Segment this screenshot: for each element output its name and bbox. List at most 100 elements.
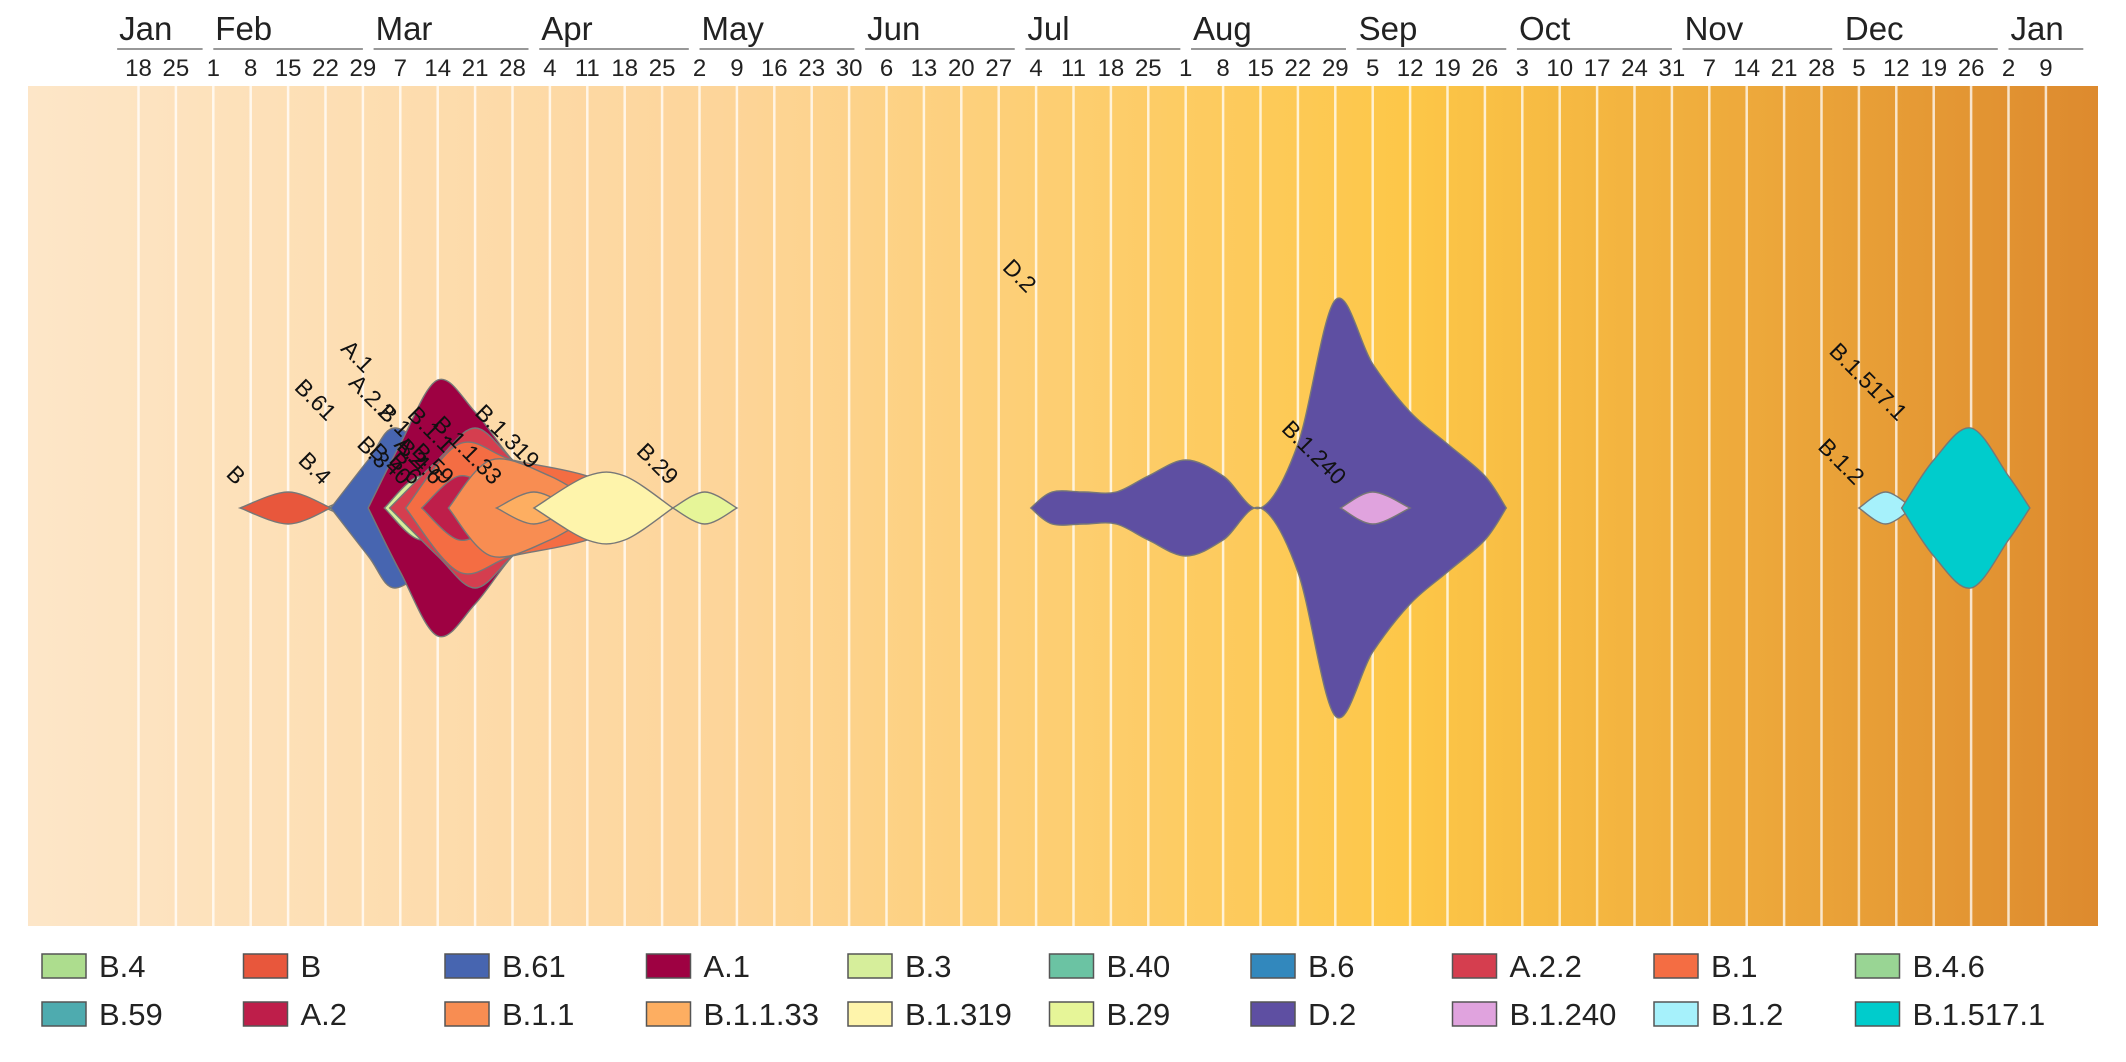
legend-item-b-1-1-33: B.1.1.33 xyxy=(645,997,819,1032)
month-label-dec: Dec xyxy=(1845,10,1904,47)
legend-swatch xyxy=(847,1001,893,1027)
month-label-jun: Jun xyxy=(867,10,920,47)
legend-item-a-1: A.1 xyxy=(645,949,751,984)
week-tick-label: 15 xyxy=(1247,55,1274,82)
legend-swatch xyxy=(1451,953,1498,979)
legend-swatch xyxy=(645,1001,692,1027)
legend-swatch xyxy=(847,953,893,979)
week-tick-label: 22 xyxy=(312,55,339,82)
legend-label: B.1.240 xyxy=(1510,997,1617,1032)
month-label-jan: Jan xyxy=(119,10,172,47)
legend-item-b-29: B.29 xyxy=(1048,997,1170,1032)
legend-item-b-4: B.4 xyxy=(41,949,146,984)
legend-label: B.1.319 xyxy=(905,997,1012,1032)
legend-item-b-4-6: B.4.6 xyxy=(1854,949,1985,984)
legend-item-a-2: A.2 xyxy=(242,997,348,1032)
week-tick-label: 1 xyxy=(1179,55,1192,82)
month-label-apr: Apr xyxy=(541,10,592,47)
week-tick-label: 15 xyxy=(275,55,302,82)
week-tick-label: 18 xyxy=(1098,55,1125,82)
legend-swatch xyxy=(1048,953,1095,979)
legend-label: B xyxy=(301,949,322,984)
legend-label: B.1 xyxy=(1711,949,1758,984)
week-tick-label: 17 xyxy=(1584,55,1611,82)
legend-label: A.2 xyxy=(301,997,348,1032)
legend-item-b-6: B.6 xyxy=(1250,949,1355,984)
week-tick-label: 19 xyxy=(1434,55,1461,82)
week-tick-label: 28 xyxy=(1808,55,1835,82)
week-tick-label: 31 xyxy=(1659,55,1686,82)
week-tick-label: 10 xyxy=(1546,55,1573,82)
week-tick-label: 25 xyxy=(1135,55,1162,82)
lineage-streams xyxy=(237,297,2031,719)
week-tick-label: 11 xyxy=(1061,55,1086,82)
stream-d-2 xyxy=(1029,297,1508,719)
week-tick-label: 4 xyxy=(543,55,556,82)
week-tick-label: 19 xyxy=(1920,55,1947,82)
legend-item-b-1-240: B.1.240 xyxy=(1451,997,1617,1032)
legend-swatch xyxy=(1250,953,1296,979)
week-tick-label: 3 xyxy=(1516,55,1529,82)
week-tick-label: 12 xyxy=(1397,55,1424,82)
legend-item-b-1-319: B.1.319 xyxy=(847,997,1012,1032)
legend-swatch xyxy=(1250,1001,1296,1027)
legend-swatch xyxy=(1048,1001,1095,1027)
week-tick-label: 2 xyxy=(2002,55,2015,82)
week-tick-label: 8 xyxy=(1216,55,1229,82)
week-tick-label: 14 xyxy=(424,55,451,82)
week-tick-label: 25 xyxy=(649,55,676,82)
legend-swatch xyxy=(242,1001,289,1027)
week-tick-label: 23 xyxy=(798,55,825,82)
week-tick-label: 1 xyxy=(207,55,220,82)
legend-swatch xyxy=(645,953,692,979)
legend-label: A.1 xyxy=(704,949,751,984)
legend-label: B.61 xyxy=(502,949,566,984)
week-tick-label: 25 xyxy=(163,55,190,82)
week-tick-label: 22 xyxy=(1285,55,1312,82)
legend-item-b-61: B.61 xyxy=(444,949,566,984)
week-tick-label: 2 xyxy=(693,55,706,82)
legend-label: B.59 xyxy=(99,997,163,1032)
week-tick-label: 18 xyxy=(125,55,152,82)
legend-label: B.1.517.1 xyxy=(1913,997,2046,1032)
legend-label: D.2 xyxy=(1308,997,1356,1032)
week-tick-label: 27 xyxy=(985,55,1012,82)
legend-swatch xyxy=(444,953,490,979)
legend-label: B.4 xyxy=(99,949,146,984)
stream-b-29 xyxy=(671,491,739,525)
week-tick-label: 5 xyxy=(1366,55,1379,82)
month-label-oct: Oct xyxy=(1519,10,1570,47)
week-tick-label: 16 xyxy=(761,55,788,82)
legend-label: B.40 xyxy=(1107,949,1171,984)
week-tick-label: 11 xyxy=(575,55,600,82)
week-tick-label: 12 xyxy=(1883,55,1910,82)
legend-label: A.2.2 xyxy=(1510,949,1582,984)
month-label-nov: Nov xyxy=(1685,10,1744,47)
legend-swatch xyxy=(242,953,289,979)
week-tick-label: 30 xyxy=(836,55,863,82)
legend: B.4 B B.61 A.1 B.3 B.40 B.6 A.2.2 B.1 B.4.6 B.59 A.… xyxy=(41,949,2046,1032)
legend-label: B.6 xyxy=(1308,949,1355,984)
week-tick-label: 28 xyxy=(499,55,526,82)
week-tick-label: 26 xyxy=(1472,55,1499,82)
legend-item-b-40: B.40 xyxy=(1048,949,1171,984)
month-label-aug: Aug xyxy=(1193,10,1252,47)
month-label-jan: Jan xyxy=(2011,10,2064,47)
week-tick-label: 13 xyxy=(911,55,938,82)
week-tick-label: 7 xyxy=(394,55,407,82)
week-tick-label: 21 xyxy=(1771,55,1798,82)
legend-swatch xyxy=(1854,953,1901,979)
week-tick-label: 29 xyxy=(1322,55,1349,82)
week-tick-label: 6 xyxy=(880,55,893,82)
week-tick-label: 26 xyxy=(1958,55,1985,82)
month-label-mar: Mar xyxy=(376,10,433,47)
legend-label: B.1.1.33 xyxy=(704,997,819,1032)
week-tick-label: 14 xyxy=(1733,55,1760,82)
week-tick-label: 24 xyxy=(1621,55,1648,82)
legend-item-d-2: D.2 xyxy=(1250,997,1356,1032)
legend-swatch xyxy=(1451,1001,1498,1027)
week-tick-label: 20 xyxy=(948,55,975,82)
month-label-sep: Sep xyxy=(1359,10,1418,47)
